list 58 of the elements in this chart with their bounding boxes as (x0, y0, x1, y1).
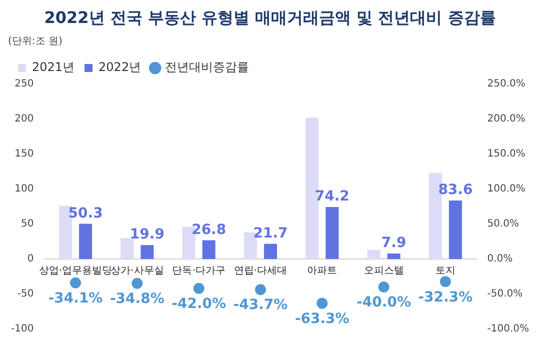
legend-label: 2022년 (98, 60, 142, 74)
y-tick-label: 0 (27, 254, 34, 265)
y-axis-title: (단위:조 원) (8, 35, 64, 48)
x-tick-label: 단독·다가구 (172, 266, 226, 277)
y2-tick-label: 250.0% (487, 78, 526, 90)
data-label: 74.2 (314, 188, 350, 205)
data-label: -32.3% (418, 289, 473, 306)
y2-tick-label: -100.0% (487, 324, 530, 335)
data-label: 19.9 (130, 226, 164, 243)
data-label: 83.6 (438, 182, 473, 198)
y-tick-label: 200 (14, 114, 34, 125)
bar (326, 207, 339, 259)
y-tick-label: 150 (14, 148, 34, 160)
bar (120, 238, 134, 259)
point (70, 277, 82, 288)
x-tick-label: 상가·사무실 (110, 266, 164, 277)
legend-label: 2021년 (32, 60, 75, 74)
y-tick-label: 50 (20, 218, 34, 230)
point (378, 282, 390, 292)
point (316, 298, 328, 309)
point (254, 284, 266, 296)
data-label: 21.7 (253, 225, 288, 242)
point (132, 278, 143, 289)
x-tick-label: 토지 (435, 266, 456, 277)
bar (140, 245, 154, 259)
data-label: 7.9 (381, 235, 406, 252)
data-label: -34.8% (110, 291, 164, 307)
data-label: -42.0% (172, 296, 226, 312)
y2-tick-label: -50.0% (487, 288, 523, 300)
x-tick-label: 오피스텔 (364, 266, 404, 277)
y-tick-label: 250 (14, 78, 34, 90)
y2-tick-label: 100.0% (487, 184, 526, 195)
bar (202, 240, 216, 259)
bar (367, 250, 380, 259)
data-label: -34.1% (48, 290, 103, 307)
bar (448, 200, 462, 259)
y2-tick-label: 200.0% (487, 114, 526, 125)
y-tick-label: -100 (10, 324, 34, 335)
y2-tick-label: 0.0% (487, 254, 513, 265)
bar (264, 244, 278, 259)
y-tick-label: -50 (17, 288, 34, 300)
data-label: 50.3 (68, 205, 103, 222)
data-label: 26.8 (192, 222, 226, 238)
chart-title: 2022년 전국 부동산 유형별 매매거래금액 및 전년대비 증감률 (43, 8, 497, 29)
y-tick-label: 100 (14, 184, 34, 195)
x-tick-label: 상업·업무용빌딩 (38, 266, 112, 277)
bar (387, 253, 400, 259)
data-label: -40.0% (356, 294, 411, 311)
x-tick-label: 연립·다세대 (234, 266, 288, 277)
legend-label: 전년대비증감률 (165, 60, 250, 74)
data-label: -43.7% (233, 297, 288, 314)
point (193, 282, 204, 294)
y2-tick-label: 50.0% (487, 218, 520, 230)
x-tick-label: 아파트 (307, 266, 338, 277)
bar (79, 224, 92, 259)
point (440, 276, 451, 288)
data-label: -63.3% (294, 310, 350, 327)
y2-tick-label: 150.0% (487, 148, 526, 160)
